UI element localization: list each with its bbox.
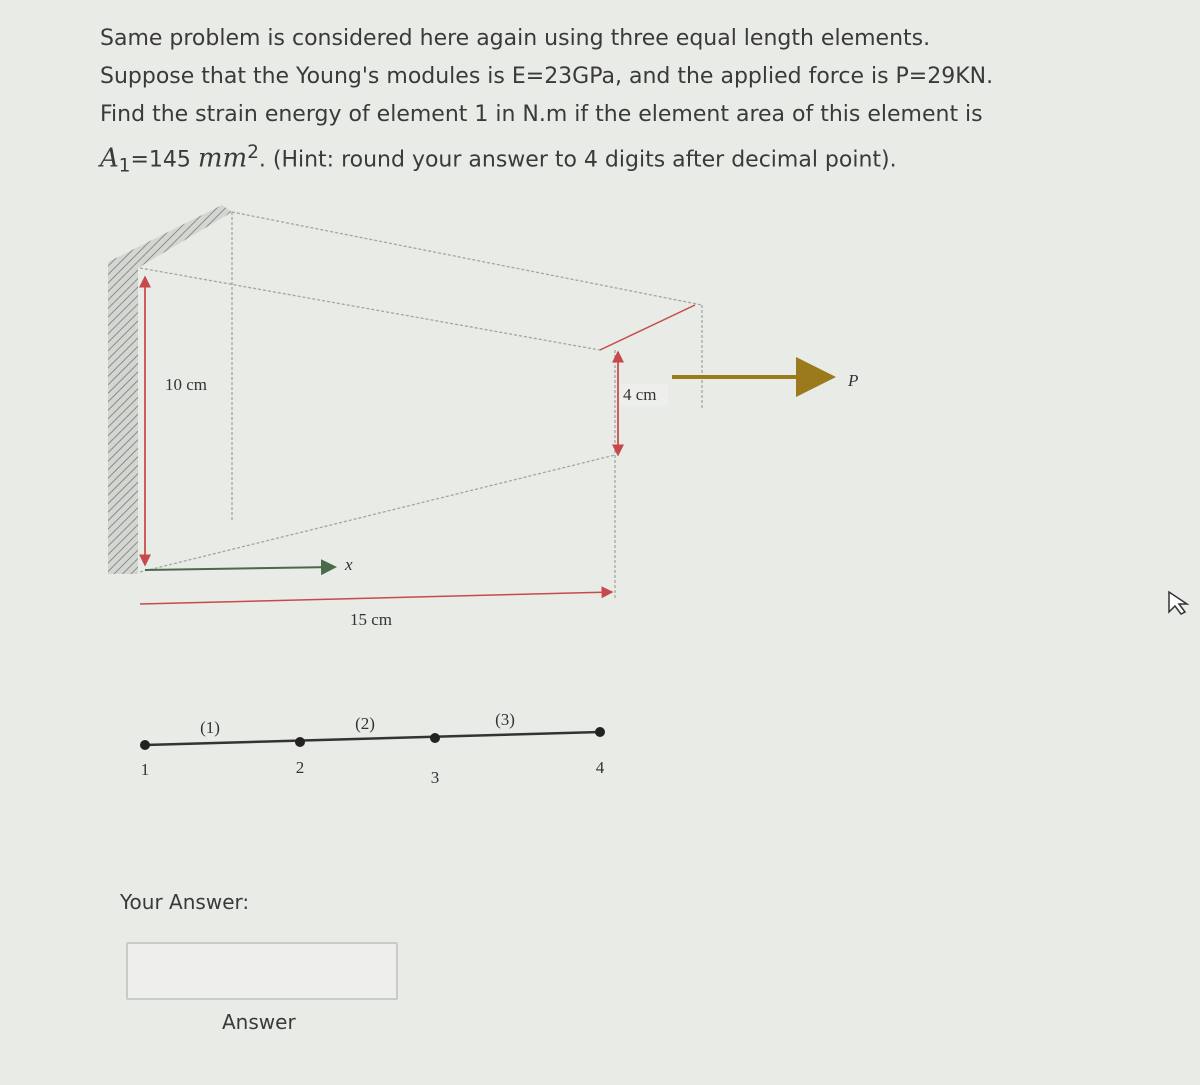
element-mesh bbox=[144, 730, 601, 747]
area-subscript: 1 bbox=[118, 155, 131, 177]
question-text: Same problem is considered here again us… bbox=[100, 26, 994, 127]
dimension-arrow bbox=[139, 586, 614, 605]
question: Same problem is considered here again us… bbox=[100, 20, 1010, 186]
answer-input[interactable] bbox=[126, 942, 398, 1000]
bar-outline bbox=[139, 211, 703, 600]
answer-button[interactable]: Answer bbox=[222, 1010, 296, 1034]
unit-power: 2 bbox=[247, 142, 259, 163]
node bbox=[595, 727, 605, 737]
element-label: (3) bbox=[495, 710, 515, 729]
length-label: 15 cm bbox=[350, 610, 392, 629]
height-label: 10 cm bbox=[165, 375, 207, 394]
node-label: 1 bbox=[141, 760, 150, 779]
dimension-line bbox=[599, 304, 696, 351]
element-label: (2) bbox=[355, 714, 375, 733]
wall bbox=[108, 205, 232, 574]
unit: mm bbox=[197, 143, 248, 174]
area-symbol: A bbox=[100, 143, 119, 174]
node bbox=[140, 740, 150, 750]
hint: . (Hint: round your answer to 4 digits a… bbox=[258, 147, 897, 173]
node-label: 2 bbox=[296, 758, 305, 777]
node-label: 4 bbox=[596, 758, 605, 777]
cursor bbox=[1168, 590, 1190, 615]
node-label: 3 bbox=[431, 768, 440, 787]
axis-label: x bbox=[344, 555, 353, 574]
label-box bbox=[620, 384, 668, 406]
height-label: 4 cm bbox=[623, 385, 657, 404]
element-label: (1) bbox=[200, 718, 220, 737]
answer-prompt: Your Answer: bbox=[120, 890, 250, 914]
x-axis-arrow bbox=[144, 559, 337, 576]
force-label: P bbox=[847, 371, 858, 390]
area-value: =145 bbox=[130, 147, 191, 173]
node bbox=[430, 733, 440, 743]
node bbox=[295, 737, 305, 747]
